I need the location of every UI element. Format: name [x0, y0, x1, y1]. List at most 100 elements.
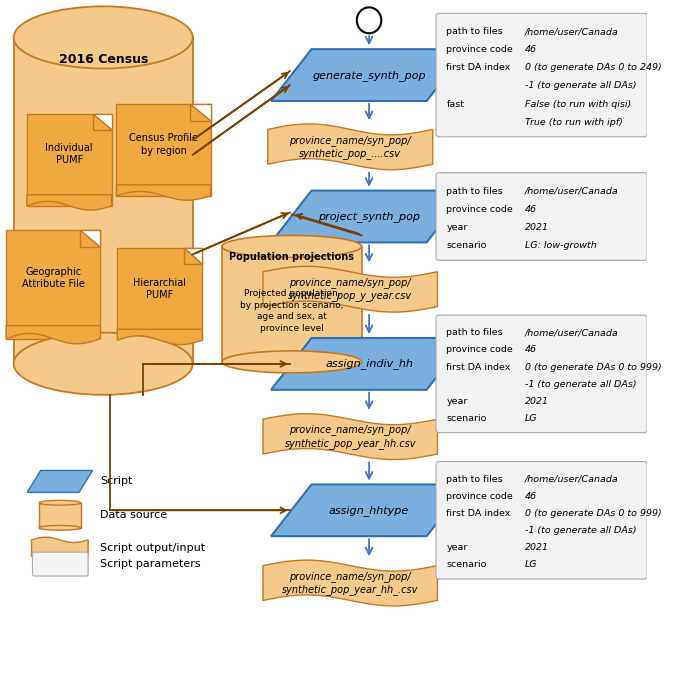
Text: province_name/syn_pop/
synthetic_pop_year_hh_.csv: province_name/syn_pop/ synthetic_pop_yea… — [282, 571, 419, 595]
Text: /home/user/Canada: /home/user/Canada — [525, 27, 619, 36]
Polygon shape — [93, 114, 112, 129]
Text: /home/user/Canada: /home/user/Canada — [525, 475, 619, 484]
Polygon shape — [79, 230, 101, 248]
Text: Script: Script — [101, 477, 133, 486]
Text: 0 (to generate DAs 0 to 999): 0 (to generate DAs 0 to 999) — [525, 363, 662, 371]
Text: 46: 46 — [525, 205, 537, 214]
Bar — [39, 503, 81, 528]
Text: province_name/syn_pop/
synthetic_pop_....csv: province_name/syn_pop/ synthetic_pop_...… — [289, 135, 411, 159]
Text: Script output/input: Script output/input — [101, 543, 206, 553]
Text: Population projections: Population projections — [229, 252, 354, 262]
Text: scenario: scenario — [447, 560, 487, 569]
Polygon shape — [271, 49, 467, 101]
Text: LG: low-growth: LG: low-growth — [525, 241, 597, 250]
Text: Geographic
Attribute File: Geographic Attribute File — [22, 267, 85, 289]
Polygon shape — [117, 329, 202, 345]
Polygon shape — [263, 414, 438, 460]
Text: assign_indiv_hh: assign_indiv_hh — [325, 358, 413, 369]
Bar — [27, 114, 112, 206]
Text: Data source: Data source — [101, 510, 168, 521]
Polygon shape — [184, 248, 202, 264]
Text: scenario: scenario — [447, 414, 487, 423]
Text: 46: 46 — [525, 45, 537, 54]
Polygon shape — [263, 266, 438, 312]
Bar — [14, 38, 192, 364]
Text: True (to run with ipf): True (to run with ipf) — [525, 118, 623, 127]
Text: first DA index: first DA index — [447, 509, 511, 518]
Text: False (to run with qisi): False (to run with qisi) — [525, 99, 632, 109]
Text: Individual
PUMF: Individual PUMF — [45, 143, 93, 166]
Polygon shape — [263, 560, 438, 606]
Text: assign_hhtype: assign_hhtype — [329, 505, 409, 516]
Text: 0 (to generate DAs 0 to 999): 0 (to generate DAs 0 to 999) — [525, 509, 662, 518]
Text: 2016 Census: 2016 Census — [58, 53, 148, 66]
Text: path to files: path to files — [447, 27, 503, 36]
Text: project_synth_pop: project_synth_pop — [318, 211, 420, 222]
Polygon shape — [116, 185, 211, 200]
Bar — [116, 104, 211, 196]
Ellipse shape — [39, 501, 81, 505]
Text: Census Profile
by region: Census Profile by region — [129, 133, 198, 155]
Polygon shape — [32, 537, 88, 559]
Text: province code: province code — [447, 492, 513, 501]
Ellipse shape — [14, 332, 192, 395]
Text: 2021: 2021 — [525, 223, 549, 232]
Polygon shape — [93, 114, 112, 129]
Polygon shape — [184, 248, 202, 264]
Text: year: year — [447, 397, 468, 406]
Text: path to files: path to files — [447, 187, 503, 196]
FancyBboxPatch shape — [436, 315, 647, 433]
Text: year: year — [447, 543, 468, 552]
Text: -1 (to generate all DAs): -1 (to generate all DAs) — [525, 81, 637, 90]
Circle shape — [357, 8, 382, 34]
FancyBboxPatch shape — [436, 14, 647, 137]
FancyBboxPatch shape — [436, 172, 647, 261]
Text: path to files: path to files — [447, 475, 503, 484]
Text: Projected population,
by projection scenario,
age and sex, at
province level: Projected population, by projection scen… — [240, 289, 343, 333]
FancyBboxPatch shape — [32, 552, 88, 576]
Text: -1 (to generate all DAs): -1 (to generate all DAs) — [525, 526, 637, 535]
Polygon shape — [190, 104, 211, 121]
Text: year: year — [447, 223, 468, 232]
Text: 2021: 2021 — [525, 397, 549, 406]
Polygon shape — [6, 326, 101, 344]
Text: 0 (to generate DAs 0 to 249): 0 (to generate DAs 0 to 249) — [525, 64, 662, 73]
Text: province code: province code — [447, 345, 513, 354]
FancyBboxPatch shape — [436, 462, 647, 579]
Text: path to files: path to files — [447, 328, 503, 337]
Text: 2021: 2021 — [525, 543, 549, 552]
Text: province_name/syn_pop/
synthetic_pop_year_hh.csv: province_name/syn_pop/ synthetic_pop_yea… — [284, 425, 416, 449]
Text: province code: province code — [447, 45, 513, 54]
Text: first DA index: first DA index — [447, 64, 511, 73]
Polygon shape — [27, 195, 112, 210]
Polygon shape — [271, 484, 467, 536]
Polygon shape — [271, 191, 467, 242]
Text: -1 (to generate all DAs): -1 (to generate all DAs) — [525, 380, 637, 389]
Polygon shape — [79, 230, 101, 248]
Text: province_name/syn_pop/
synthetic_pop_y_year.csv: province_name/syn_pop/ synthetic_pop_y_y… — [288, 277, 412, 302]
Text: /home/user/Canada: /home/user/Canada — [525, 187, 619, 196]
Text: 46: 46 — [525, 345, 537, 354]
Text: LG: LG — [525, 560, 538, 569]
Text: scenario: scenario — [447, 241, 487, 250]
Text: 46: 46 — [525, 492, 537, 501]
Text: generate_synth_pop: generate_synth_pop — [312, 70, 426, 81]
Text: first DA index: first DA index — [447, 363, 511, 371]
Bar — [117, 248, 202, 340]
Text: fast: fast — [447, 99, 464, 109]
Text: province code: province code — [447, 205, 513, 214]
Text: Hierarchial
PUMF: Hierarchial PUMF — [134, 278, 186, 300]
Ellipse shape — [222, 235, 362, 257]
Ellipse shape — [39, 525, 81, 530]
Bar — [222, 246, 362, 362]
Ellipse shape — [222, 351, 362, 373]
Text: LG: LG — [525, 414, 538, 423]
Polygon shape — [268, 124, 433, 170]
Polygon shape — [271, 338, 467, 390]
Text: /home/user/Canada: /home/user/Canada — [525, 328, 619, 337]
Ellipse shape — [14, 6, 192, 68]
Bar — [6, 230, 101, 339]
Polygon shape — [190, 104, 211, 121]
Text: Script parameters: Script parameters — [101, 559, 201, 569]
Polygon shape — [27, 471, 92, 492]
